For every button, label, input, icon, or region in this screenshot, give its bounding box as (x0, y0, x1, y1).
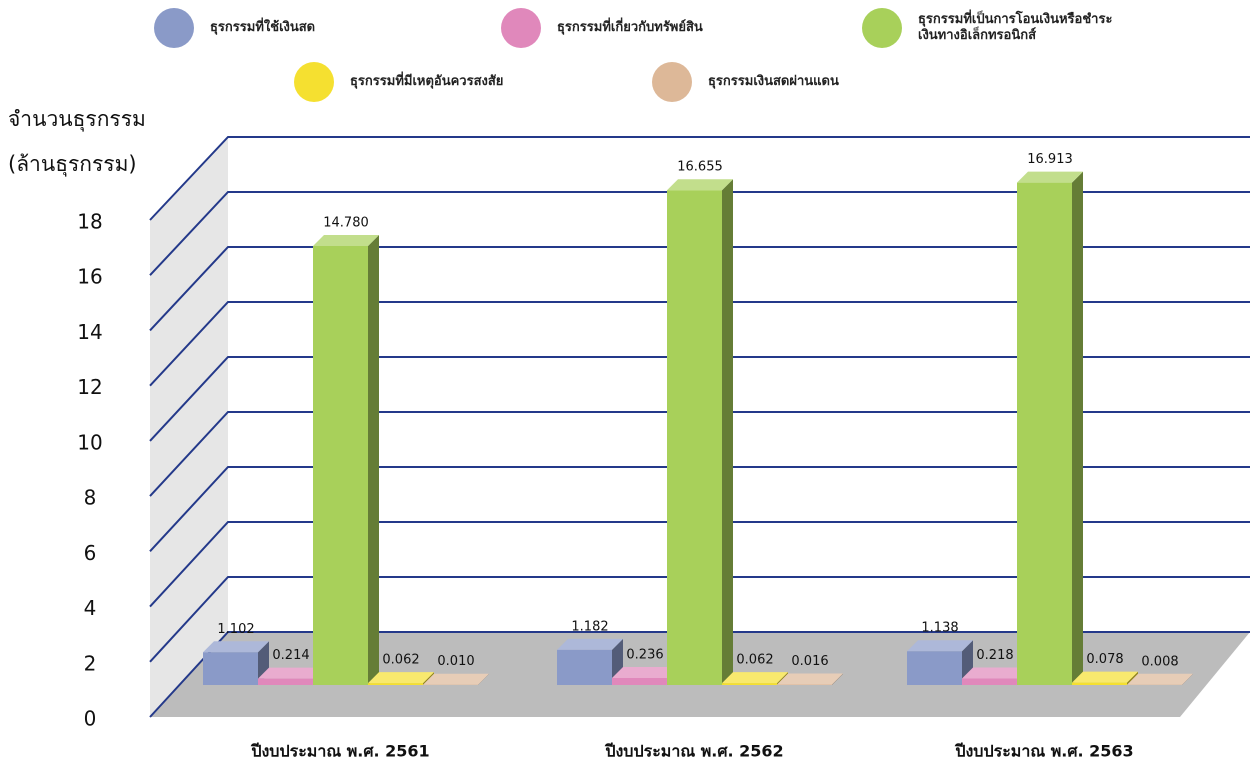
y-tick-label: 10 (77, 430, 102, 454)
bar-face (258, 667, 324, 679)
grid-line (149, 246, 1250, 332)
bar-face (667, 179, 733, 191)
bar-face (423, 673, 489, 685)
bar-face (1072, 682, 1127, 685)
legend-label: ธุรกรรมที่เป็นการโอนเงินหรือชำระเงินทางอ… (918, 12, 1113, 43)
bar-face (667, 190, 722, 685)
value-label: 1.182 (571, 619, 608, 634)
x-tick-label: ปีงบประมาณ พ.ศ. 2563 (954, 742, 1134, 761)
value-label: 0.062 (382, 653, 419, 668)
grid-line (149, 301, 1250, 387)
y-tick-label: 0 (84, 707, 97, 731)
bar-face (722, 179, 733, 685)
y-tick-label: 14 (77, 320, 102, 344)
x-tick-label: ปีงบประมาณ พ.ศ. 2562 (604, 742, 784, 761)
y-tick-label: 2 (84, 651, 97, 675)
grid-line (149, 411, 1250, 497)
bar-face (423, 672, 434, 685)
grid-line (149, 576, 1250, 663)
bar-face (203, 652, 258, 685)
bar-face (962, 667, 1028, 679)
bar-face (368, 672, 434, 684)
y-tick-label: 16 (77, 265, 102, 289)
grid-line (149, 466, 1250, 553)
legend-label: ธุรกรรมที่เกี่ยวกับทรัพย์สิน (557, 20, 703, 35)
bar-face (1017, 182, 1072, 685)
value-label: 0.062 (736, 653, 773, 668)
bar-face (612, 666, 678, 678)
y-axis-title: จำนวนธุรกรรม (8, 107, 146, 132)
bar-face (1072, 171, 1083, 685)
bar-face (203, 641, 269, 653)
y-tick-label: 18 (77, 210, 102, 234)
y-tick-label: 8 (84, 486, 97, 510)
bar-face (368, 234, 379, 685)
legend-swatch (294, 62, 334, 102)
bar-face (1072, 671, 1138, 683)
bar (1127, 673, 1193, 685)
y-axis-title: (ล้านธุรกรรม) (8, 152, 137, 177)
value-label: 0.078 (1086, 652, 1123, 667)
legend-swatch (862, 8, 902, 48)
bar (1072, 671, 1138, 685)
legend-label: ธุรกรรมเงินสดผ่านแดน (708, 74, 839, 89)
value-label: 16.913 (1027, 152, 1073, 167)
grid-line (149, 191, 1250, 276)
legend-swatch (154, 8, 194, 48)
bar (722, 672, 788, 685)
bar-face (313, 234, 379, 246)
side-wall (150, 137, 228, 717)
bar-face (962, 678, 1017, 685)
bar (907, 640, 973, 685)
grid-line (149, 356, 1250, 442)
value-label: 0.016 (791, 654, 828, 669)
bar-face (478, 673, 489, 685)
y-tick-label: 6 (84, 541, 97, 565)
bar-face (258, 678, 313, 685)
x-tick-label: ปีงบประมาณ พ.ศ. 2561 (250, 742, 430, 761)
bar (777, 673, 843, 685)
bar-face (777, 673, 843, 685)
value-label: 1.102 (217, 622, 254, 637)
y-tick-label: 12 (77, 375, 102, 399)
bar-face (832, 673, 843, 685)
bar (423, 673, 489, 685)
value-label: 14.780 (323, 215, 369, 230)
value-label: 0.214 (272, 648, 309, 663)
value-label: 0.218 (976, 648, 1013, 663)
legend-swatch (501, 8, 541, 48)
legend-swatch (652, 62, 692, 102)
value-label: 0.008 (1141, 654, 1178, 669)
bar-face (368, 683, 423, 685)
bar (313, 234, 379, 685)
value-label: 1.138 (921, 621, 958, 636)
grid-line (149, 521, 1250, 608)
legend-label: ธุรกรรมที่ใช้เงินสด (210, 20, 316, 35)
bar-face (612, 677, 667, 685)
bar (1017, 171, 1083, 685)
value-label: 16.655 (677, 160, 723, 175)
bar-face (907, 640, 973, 652)
bar-face (1127, 671, 1138, 685)
bar-face (1182, 673, 1193, 685)
bar (368, 672, 434, 685)
grid-line (149, 136, 1250, 221)
legend-label: ธุรกรรมที่มีเหตุอันควรสงสัย (350, 74, 504, 89)
bar-face (313, 245, 368, 685)
bar-face (557, 649, 612, 685)
bar (667, 179, 733, 685)
grid-line (149, 631, 1250, 718)
bar-face (557, 638, 623, 650)
y-tick-label: 4 (84, 596, 97, 620)
bar-face (907, 651, 962, 685)
bar-face (722, 672, 788, 684)
value-label: 0.010 (437, 654, 474, 669)
bar-face (1127, 673, 1193, 685)
bar-face (1017, 171, 1083, 183)
bar-face (722, 683, 777, 685)
value-label: 0.236 (626, 647, 663, 662)
